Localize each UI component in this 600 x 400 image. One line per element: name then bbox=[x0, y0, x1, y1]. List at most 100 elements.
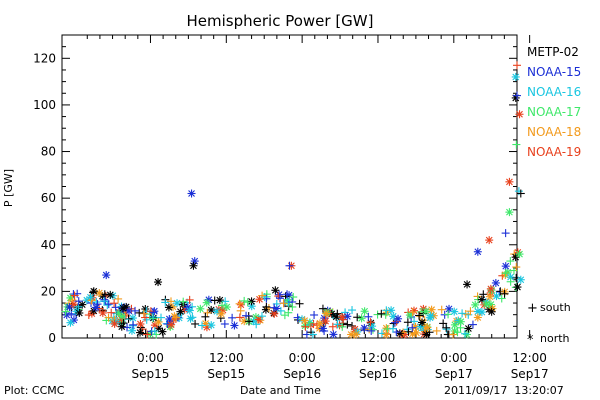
data-point bbox=[289, 293, 298, 302]
data-point bbox=[404, 327, 413, 336]
data-point bbox=[471, 300, 480, 309]
data-point bbox=[421, 307, 430, 316]
data-point bbox=[464, 324, 473, 333]
data-point bbox=[382, 330, 391, 339]
data-point bbox=[222, 303, 231, 312]
data-point bbox=[139, 309, 148, 318]
data-point bbox=[240, 296, 249, 305]
x-tick-date: Sep17 bbox=[435, 367, 473, 381]
y-tick-label: 0 bbox=[48, 331, 56, 345]
data-point bbox=[158, 327, 167, 336]
data-point bbox=[107, 308, 116, 317]
data-point bbox=[473, 247, 482, 256]
data-point bbox=[288, 302, 297, 311]
data-point bbox=[511, 253, 520, 262]
x-tick-time: 12:00 bbox=[361, 351, 396, 365]
data-point bbox=[516, 189, 525, 198]
data-point bbox=[167, 320, 176, 329]
data-point bbox=[100, 297, 109, 306]
data-point bbox=[136, 328, 145, 337]
data-point bbox=[157, 313, 166, 322]
y-axis: 0 20 40 60 80 100 120 bbox=[33, 46, 517, 345]
south-marker-label: south bbox=[540, 301, 571, 314]
legend-entry-noaa-18: NOAA-18 bbox=[527, 125, 581, 139]
data-point bbox=[217, 309, 226, 318]
data-point bbox=[444, 310, 453, 319]
data-point bbox=[150, 327, 159, 336]
data-point bbox=[98, 308, 107, 317]
data-point bbox=[373, 310, 382, 319]
data-point bbox=[377, 309, 386, 318]
data-point bbox=[135, 308, 144, 317]
data-point bbox=[207, 321, 216, 330]
data-point bbox=[367, 326, 376, 335]
data-point bbox=[515, 110, 524, 119]
data-point bbox=[285, 261, 294, 270]
data-point bbox=[141, 329, 150, 338]
data-point bbox=[70, 291, 79, 300]
data-point bbox=[492, 292, 501, 301]
data-point bbox=[236, 306, 245, 315]
data-point bbox=[408, 308, 417, 317]
data-point bbox=[66, 318, 75, 327]
data-point bbox=[228, 313, 237, 322]
data-point bbox=[395, 329, 404, 338]
x-tick-time: 12:00 bbox=[209, 351, 244, 365]
data-point bbox=[262, 302, 271, 311]
data-point bbox=[276, 294, 285, 303]
data-point bbox=[210, 296, 219, 305]
data-point bbox=[247, 297, 256, 306]
data-point bbox=[104, 300, 113, 309]
data-point bbox=[449, 330, 458, 339]
data-point bbox=[463, 280, 472, 289]
data-point bbox=[442, 323, 451, 332]
data-point bbox=[343, 312, 352, 321]
data-point bbox=[387, 306, 396, 315]
data-point bbox=[128, 314, 137, 323]
data-point bbox=[78, 300, 87, 309]
legend-entry-noaa-15: NOAA-15 bbox=[527, 65, 581, 79]
data-point bbox=[212, 307, 221, 316]
x-tick-time: 0:00 bbox=[440, 351, 467, 365]
data-point bbox=[328, 322, 337, 331]
data-point bbox=[310, 310, 319, 319]
data-point bbox=[352, 330, 361, 339]
data-point bbox=[368, 322, 377, 331]
data-point bbox=[515, 250, 524, 259]
data-point bbox=[458, 309, 467, 318]
data-point bbox=[418, 318, 427, 327]
data-point bbox=[300, 316, 309, 325]
data-point bbox=[309, 319, 318, 328]
data-point bbox=[89, 287, 98, 296]
data-point bbox=[92, 303, 101, 312]
data-point bbox=[100, 290, 109, 299]
data-point bbox=[360, 307, 369, 316]
data-point bbox=[280, 311, 289, 320]
data-point bbox=[456, 323, 465, 332]
data-point bbox=[394, 314, 403, 323]
data-point bbox=[337, 313, 346, 322]
x-tick-date: Sep16 bbox=[359, 367, 397, 381]
data-point bbox=[432, 326, 441, 335]
south-marker-symbol: + bbox=[527, 301, 538, 316]
data-point bbox=[111, 303, 120, 312]
data-point bbox=[161, 298, 170, 307]
data-point bbox=[461, 309, 470, 318]
y-tick-label: 20 bbox=[41, 284, 56, 298]
data-point bbox=[110, 319, 119, 328]
plot-timestamp: 2011/09/17 13:20:07 bbox=[444, 384, 564, 397]
data-point bbox=[119, 319, 128, 328]
data-point bbox=[187, 189, 196, 198]
data-point bbox=[422, 330, 431, 339]
data-point bbox=[61, 307, 70, 316]
data-point bbox=[127, 326, 136, 335]
data-point bbox=[172, 313, 181, 322]
data-point bbox=[439, 319, 448, 328]
data-point bbox=[279, 299, 288, 308]
data-point bbox=[242, 311, 251, 320]
data-point bbox=[348, 306, 357, 315]
data-point bbox=[491, 278, 500, 287]
data-point bbox=[308, 330, 317, 339]
data-point bbox=[220, 319, 229, 328]
